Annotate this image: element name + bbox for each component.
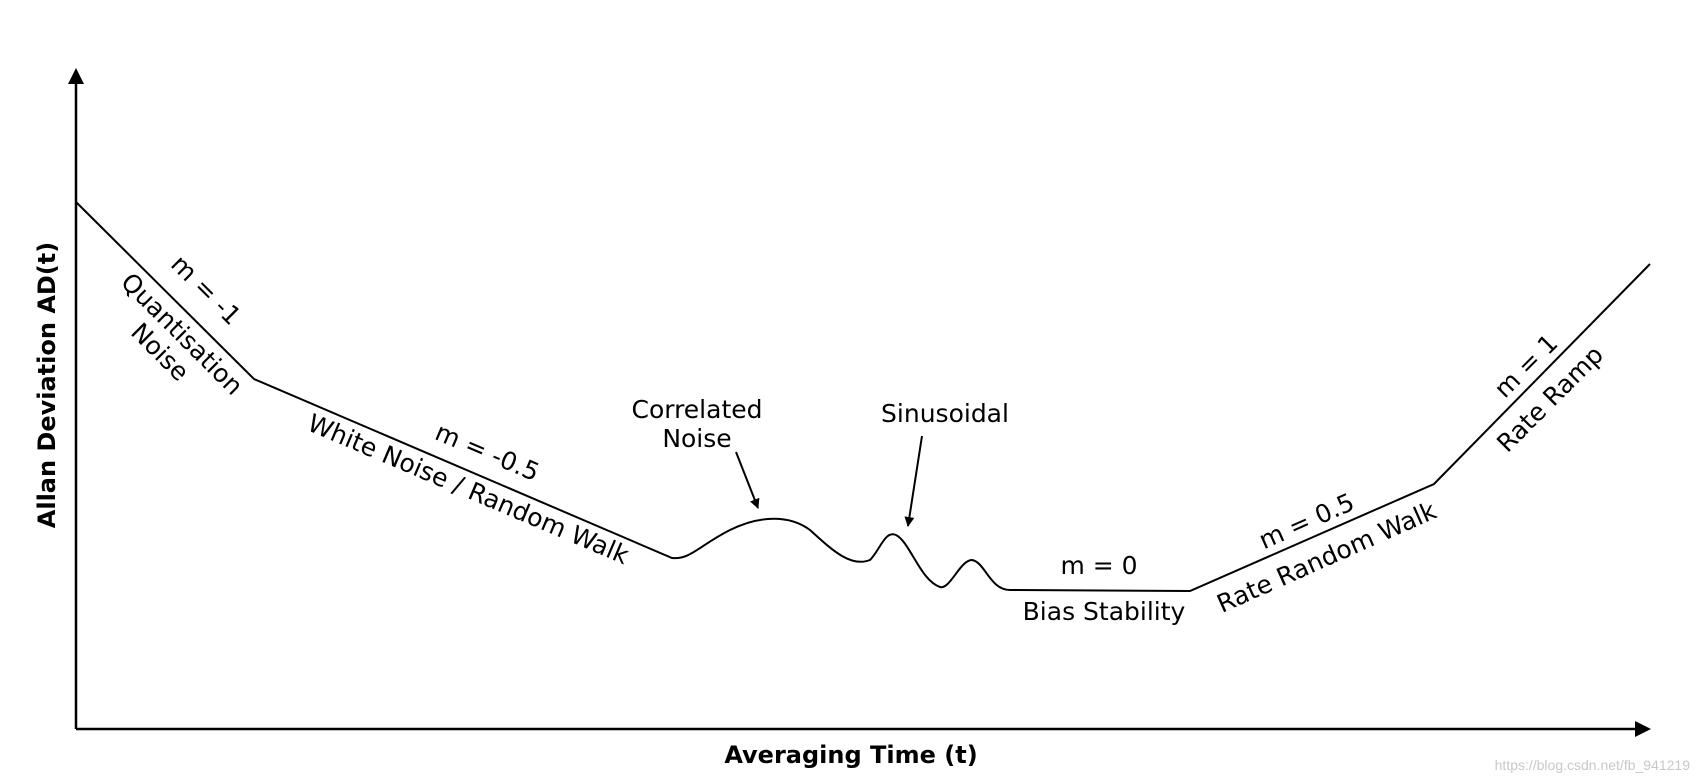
correlated-noise-arrow — [735, 451, 760, 509]
y-axis-arrowhead — [68, 68, 84, 84]
sinusoidal-arrow — [904, 435, 923, 527]
segment-label-bias-stability: Bias Stability — [1023, 597, 1186, 626]
allan-deviation-curve — [75, 201, 1651, 593]
sinusoidal-label: Sinusoidal — [881, 399, 1009, 428]
x-axis-arrowhead — [1635, 721, 1651, 737]
correlated-noise-label-line1: Correlated — [631, 395, 762, 424]
x-axis-title: Averaging Time (t) — [724, 741, 977, 769]
y-axis-title: Allan Deviation AD(t) — [33, 242, 61, 528]
slope-label-bias-stability: m = 0 — [1060, 551, 1137, 580]
watermark: https://blog.csdn.net/fb_941219 — [1495, 757, 1691, 773]
correlated-noise-label-line2: Noise — [662, 424, 731, 453]
